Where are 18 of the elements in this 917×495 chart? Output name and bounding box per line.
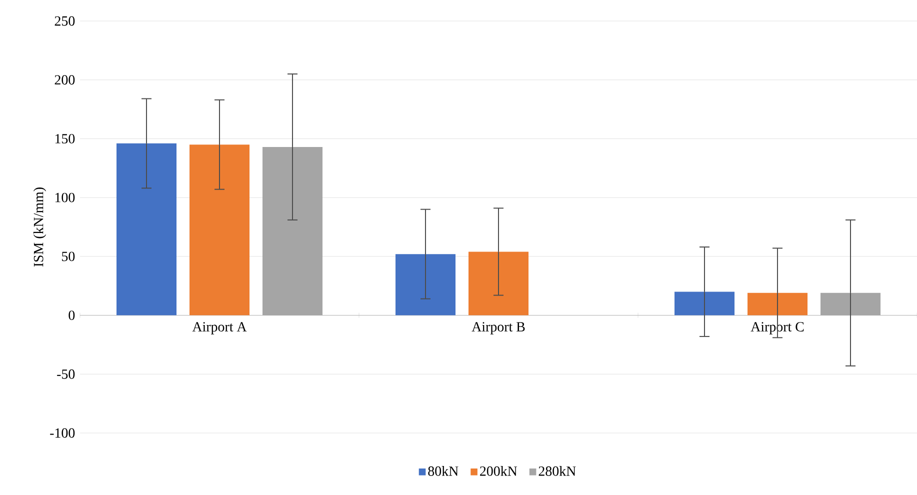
y-tick-label: -100 xyxy=(50,428,75,438)
y-axis-title: ISM (kN/mm) xyxy=(33,188,46,267)
y-tick-label: 100 xyxy=(55,192,75,202)
x-tick-label: Airport B xyxy=(472,322,525,334)
legend-label: 200kN xyxy=(480,466,518,476)
y-tick-label: 0 xyxy=(68,310,75,320)
y-tick-label: 200 xyxy=(54,75,75,85)
bar xyxy=(190,144,250,316)
y-tick-label: 150 xyxy=(55,134,75,144)
x-tick-label: Airport A xyxy=(192,322,247,334)
y-tick-label: -50 xyxy=(57,369,75,379)
bar xyxy=(748,292,808,316)
legend-label: 80kN xyxy=(428,466,458,476)
y-tick-label: 250 xyxy=(54,16,75,26)
y-tick-label: 50 xyxy=(62,252,75,262)
bar xyxy=(674,292,735,316)
bar xyxy=(116,143,176,316)
legend-label: 280kN xyxy=(538,466,576,476)
